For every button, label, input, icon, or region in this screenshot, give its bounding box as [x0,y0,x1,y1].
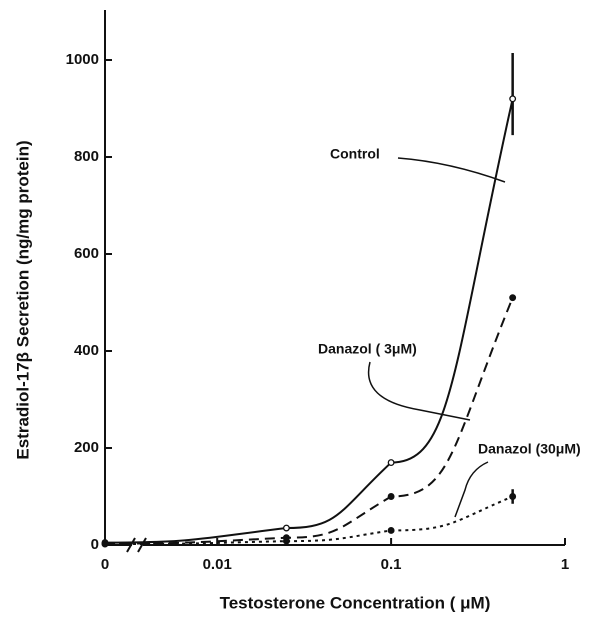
y-axis-title: Estradiol-17β Secretion (ng/mg protein) [13,140,32,459]
data-point [509,493,517,500]
x-tick-label: 0.1 [381,556,402,573]
series-line [104,297,514,545]
x-tick-label: 0 [101,556,109,573]
x-axis-title: Testosterone Concentration ( μM) [220,593,491,612]
y-tick-label: 400 [74,342,99,359]
series-label: Control [330,146,380,162]
data-point [387,459,395,466]
data-point [282,537,290,545]
series-label: Danazol (30μM) [478,441,581,457]
x-tick-label: 1 [561,556,569,573]
data-point [387,493,395,500]
y-tick-label: 0 [91,536,99,553]
data-point [509,294,517,302]
data-point [509,95,517,103]
label-leader [367,361,471,421]
y-tick-label: 200 [74,439,99,456]
label-leader [454,461,489,518]
data-point [101,540,109,548]
data-point [282,524,290,532]
series-line [104,495,514,546]
data-point [387,527,395,534]
series-line [104,98,514,544]
y-tick-label: 600 [74,245,99,262]
y-tick-label: 800 [74,148,99,165]
series-label: Danazol ( 3μM) [318,341,417,357]
label-leader [397,157,506,183]
axis-break [126,537,147,553]
x-tick-label: 0.01 [203,556,232,573]
y-tick-label: 1000 [66,51,99,68]
